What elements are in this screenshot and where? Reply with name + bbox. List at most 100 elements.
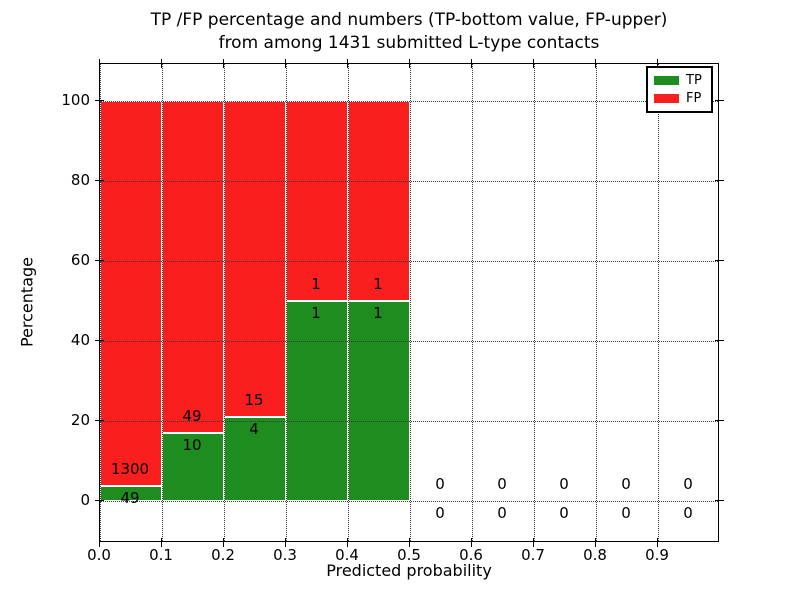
gridline-y-80 bbox=[100, 181, 718, 182]
legend-entry-fp: FP bbox=[654, 92, 711, 105]
bar-segment-fp-4 bbox=[348, 101, 410, 301]
fp-count-label-7: 0 bbox=[559, 475, 569, 493]
y-tick-right-1 bbox=[714, 419, 724, 421]
x-tick-bottom-5 bbox=[408, 537, 410, 547]
y-tick-label-0: 0 bbox=[80, 491, 90, 509]
x-tick-label-0: 0.0 bbox=[87, 546, 111, 564]
y-tick-label-1: 20 bbox=[70, 411, 90, 429]
tp-count-label-1: 10 bbox=[182, 436, 202, 455]
x-tick-top-6 bbox=[470, 58, 472, 68]
fp-count-label-8: 0 bbox=[621, 475, 631, 493]
tp-count-label-7: 0 bbox=[559, 504, 569, 522]
chart-title-line2: from among 1431 submitted L-type contact… bbox=[218, 33, 600, 53]
y-tick-right-2 bbox=[714, 339, 724, 341]
x-tick-label-7: 0.7 bbox=[521, 546, 545, 564]
y-tick-label-2: 40 bbox=[70, 331, 90, 349]
gridline-x-0.6 bbox=[472, 64, 473, 541]
tp-count-label-6: 0 bbox=[497, 504, 507, 522]
gridline-y-100 bbox=[100, 101, 718, 102]
y-tick-left-1 bbox=[94, 419, 104, 421]
tp-color-swatch bbox=[654, 75, 679, 85]
x-tick-top-0 bbox=[98, 58, 100, 68]
y-tick-label-3: 60 bbox=[70, 251, 90, 269]
tp-count-label-8: 0 bbox=[621, 504, 631, 522]
x-tick-top-8 bbox=[594, 58, 596, 68]
legend-label-tp: TP bbox=[686, 72, 702, 88]
gridline-x-0.5 bbox=[410, 64, 411, 541]
fp-count-label-2: 15 bbox=[244, 390, 264, 409]
tp-count-label-0: 49 bbox=[120, 489, 140, 508]
fp-count-label-1: 49 bbox=[182, 407, 202, 426]
bar-segment-fp-2 bbox=[224, 101, 286, 417]
bar-segment-tp-4 bbox=[348, 301, 410, 501]
gridline-x-0.3 bbox=[286, 64, 287, 541]
x-tick-label-3: 0.3 bbox=[273, 546, 297, 564]
x-tick-bottom-7 bbox=[532, 537, 534, 547]
fp-count-label-3: 1 bbox=[311, 275, 321, 293]
x-tick-label-1: 0.1 bbox=[149, 546, 173, 564]
plot-area bbox=[99, 63, 719, 542]
x-tick-label-2: 0.2 bbox=[211, 546, 235, 564]
gridline-x-0.7 bbox=[534, 64, 535, 541]
y-tick-label-4: 80 bbox=[70, 171, 90, 189]
x-tick-label-8: 0.8 bbox=[583, 546, 607, 564]
x-tick-bottom-1 bbox=[160, 537, 162, 547]
x-tick-label-4: 0.4 bbox=[335, 546, 359, 564]
y-tick-left-3 bbox=[94, 259, 104, 261]
fp-color-swatch bbox=[654, 94, 679, 104]
chart-title-line1: TP /FP percentage and numbers (TP-bottom… bbox=[150, 10, 668, 30]
legend-entry-tp: TP bbox=[654, 74, 711, 87]
y-tick-left-2 bbox=[94, 339, 104, 341]
fp-count-label-5: 0 bbox=[435, 475, 445, 493]
tp-count-label-3: 1 bbox=[311, 304, 321, 322]
bar-segment-tp-3 bbox=[286, 301, 348, 501]
x-tick-top-7 bbox=[532, 58, 534, 68]
gridline-x-0 bbox=[100, 64, 101, 541]
tp-count-label-2: 4 bbox=[249, 419, 259, 438]
x-tick-top-9 bbox=[656, 58, 658, 68]
gridline-x-0.8 bbox=[596, 64, 597, 541]
x-tick-top-5 bbox=[408, 58, 410, 68]
gridline-x-0.9 bbox=[658, 64, 659, 541]
fp-count-label-6: 0 bbox=[497, 475, 507, 493]
y-tick-right-3 bbox=[714, 259, 724, 261]
legend-box: TP FP bbox=[646, 66, 713, 113]
x-tick-bottom-0 bbox=[98, 537, 100, 547]
bar-segment-fp-1 bbox=[162, 101, 224, 434]
gridline-y-20 bbox=[100, 421, 718, 422]
bar-segment-tp-2 bbox=[224, 416, 286, 501]
x-tick-bottom-2 bbox=[222, 537, 224, 547]
x-tick-top-1 bbox=[160, 58, 162, 68]
x-tick-top-2 bbox=[222, 58, 224, 68]
bar-segment-tp-1 bbox=[162, 433, 224, 501]
bar-segment-fp-3 bbox=[286, 101, 348, 301]
x-tick-top-4 bbox=[346, 58, 348, 68]
fp-count-label-9: 0 bbox=[683, 475, 693, 493]
gridline-y-0 bbox=[100, 501, 718, 502]
gridline-x-0.4 bbox=[348, 64, 349, 541]
x-tick-label-6: 0.6 bbox=[459, 546, 483, 564]
y-tick-left-5 bbox=[94, 99, 104, 101]
bar-segment-fp-0 bbox=[100, 101, 162, 487]
tp-count-label-4: 1 bbox=[373, 304, 383, 322]
x-tick-bottom-9 bbox=[656, 537, 658, 547]
x-tick-bottom-6 bbox=[470, 537, 472, 547]
tp-count-label-9: 0 bbox=[683, 504, 693, 522]
x-tick-label-5: 0.5 bbox=[397, 546, 421, 564]
chart-title: TP /FP percentage and numbers (TP-bottom… bbox=[99, 9, 719, 55]
gridline-y-60 bbox=[100, 261, 718, 262]
fp-count-label-0: 1300 bbox=[110, 460, 150, 479]
legend-label-fp: FP bbox=[686, 91, 702, 107]
gridline-y-40 bbox=[100, 341, 718, 342]
y-tick-right-4 bbox=[714, 179, 724, 181]
y-tick-left-0 bbox=[94, 499, 104, 501]
gridline-x-0.1 bbox=[162, 64, 163, 541]
gridline-x-0.2 bbox=[224, 64, 225, 541]
y-tick-label-5: 100 bbox=[61, 91, 90, 109]
x-tick-top-3 bbox=[284, 58, 286, 68]
y-tick-right-0 bbox=[714, 499, 724, 501]
y-tick-left-4 bbox=[94, 179, 104, 181]
fp-count-label-4: 1 bbox=[373, 275, 383, 293]
tp-count-label-5: 0 bbox=[435, 504, 445, 522]
y-tick-right-5 bbox=[714, 99, 724, 101]
